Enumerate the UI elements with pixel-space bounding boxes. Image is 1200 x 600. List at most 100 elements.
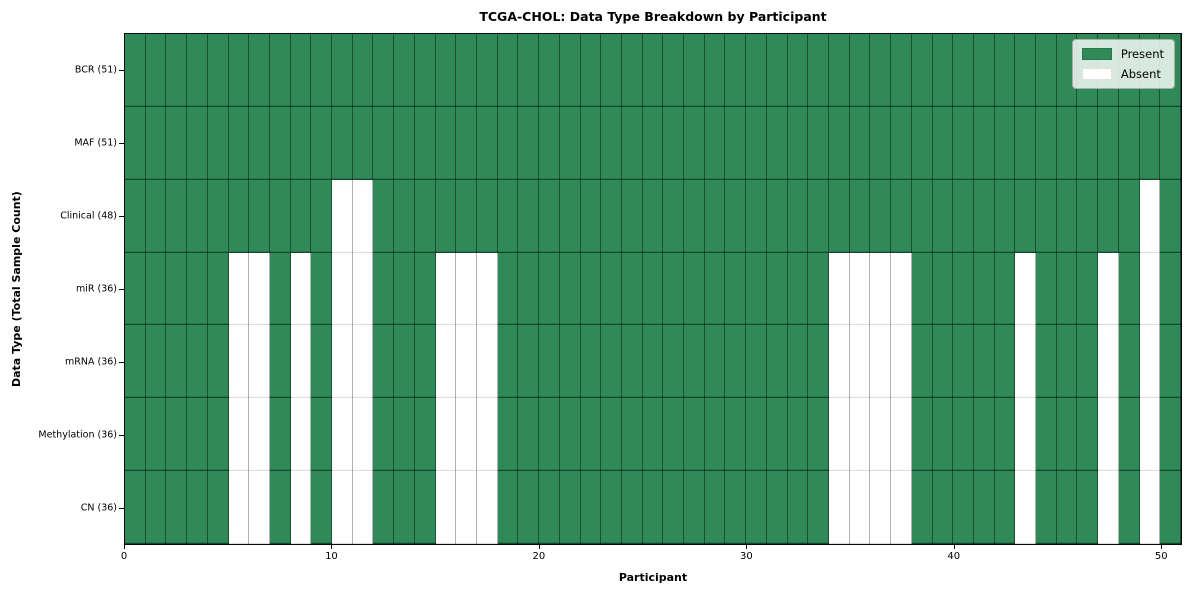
heatmap-cell [518, 179, 540, 253]
heatmap-cell [559, 325, 581, 399]
heatmap-cell [456, 252, 477, 326]
heatmap-cell [497, 398, 519, 472]
heatmap-cell [414, 398, 436, 472]
heatmap-cell [994, 106, 1016, 180]
heatmap-cell [829, 179, 850, 253]
heatmap-cell [269, 471, 291, 544]
heatmap-cell [166, 179, 188, 253]
heatmap-cell [911, 471, 933, 544]
heatmap-cell [497, 106, 519, 180]
heatmap-cell [1036, 471, 1057, 544]
heatmap-cell [1077, 106, 1099, 180]
heatmap-cell [580, 179, 602, 253]
heatmap-cell [269, 179, 291, 253]
heatmap-cell [559, 179, 581, 253]
heatmap-cell [870, 179, 892, 253]
heatmap-cell [332, 34, 353, 107]
heatmap-cell [725, 106, 747, 180]
heatmap-cell [477, 252, 498, 326]
heatmap-cell [125, 34, 146, 107]
heatmap-cell [187, 471, 208, 544]
heatmap-cell [994, 179, 1016, 253]
heatmap-cell [518, 471, 540, 544]
heatmap-cell [621, 179, 643, 253]
heatmap-cell [849, 398, 871, 472]
heatmap-cell [311, 106, 333, 180]
heatmap-cell [580, 398, 602, 472]
heatmap-cell [414, 179, 436, 253]
heatmap-cell [145, 179, 167, 253]
heatmap-cell [477, 471, 498, 544]
heatmap-cell [394, 179, 415, 253]
heatmap-row [125, 398, 1181, 472]
heatmap-cell [352, 106, 374, 180]
x-tick-mark [746, 545, 748, 549]
heatmap-cell [539, 179, 560, 253]
heatmap-cell [684, 252, 705, 326]
heatmap-cell [932, 471, 954, 544]
heatmap-cell [1139, 179, 1161, 253]
heatmap-cell [228, 106, 250, 180]
heatmap-cell [891, 106, 912, 180]
heatmap-cell [373, 179, 395, 253]
heatmap-cell [290, 179, 312, 253]
heatmap-cell [352, 471, 374, 544]
heatmap-cell [290, 34, 312, 107]
heatmap-cell [311, 252, 333, 326]
heatmap-cell [787, 179, 809, 253]
heatmap-cell [435, 398, 457, 472]
heatmap-cell [601, 325, 622, 399]
heatmap-cell [870, 325, 892, 399]
heatmap-cell [518, 325, 540, 399]
heatmap-cell [456, 471, 477, 544]
heatmap-cell [704, 179, 726, 253]
heatmap-cell [994, 471, 1016, 544]
heatmap-cell [911, 398, 933, 472]
heatmap-cell [1015, 106, 1037, 180]
heatmap-cell [414, 106, 436, 180]
heatmap-cell [1098, 106, 1119, 180]
heatmap-cell [787, 34, 809, 107]
heatmap-cell [642, 471, 664, 544]
heatmap-cell [1015, 325, 1037, 399]
heatmap-cell [311, 34, 333, 107]
heatmap-cell [456, 398, 477, 472]
heatmap-cell [352, 34, 374, 107]
heatmap-cell [932, 252, 954, 326]
heatmap-cell [849, 325, 871, 399]
heatmap-cell [207, 34, 229, 107]
heatmap-cell [829, 398, 850, 472]
heatmap-cell [1160, 252, 1181, 326]
heatmap-cell [145, 325, 167, 399]
heatmap-cell [1077, 471, 1099, 544]
heatmap-cell [787, 325, 809, 399]
heatmap-cell [187, 398, 208, 472]
heatmap-cell [870, 252, 892, 326]
heatmap-cell [601, 471, 622, 544]
heatmap-cell [373, 252, 395, 326]
heatmap-cell [228, 471, 250, 544]
heatmap-cell [684, 325, 705, 399]
heatmap-cell [352, 398, 374, 472]
heatmap-cell [746, 34, 767, 107]
heatmap-cell [332, 398, 353, 472]
heatmap-cell [621, 106, 643, 180]
heatmap-cell [373, 471, 395, 544]
heatmap-cell [373, 398, 395, 472]
heatmap-cell [125, 179, 146, 253]
heatmap-cell [849, 252, 871, 326]
heatmap-cell [207, 325, 229, 399]
heatmap-cell [849, 179, 871, 253]
x-tick-label: 40 [947, 551, 961, 562]
heatmap-cell [953, 471, 974, 544]
heatmap-cell [1098, 252, 1119, 326]
heatmap-cell [125, 252, 146, 326]
heatmap-cell [621, 398, 643, 472]
y-tick-label: Methylation (36) [38, 429, 117, 441]
x-tick-mark [331, 545, 333, 549]
heatmap-cell [539, 34, 560, 107]
heatmap-cell [891, 34, 912, 107]
heatmap-cell [891, 325, 912, 399]
heatmap-cell [973, 325, 995, 399]
x-tick-mark [1161, 545, 1163, 549]
